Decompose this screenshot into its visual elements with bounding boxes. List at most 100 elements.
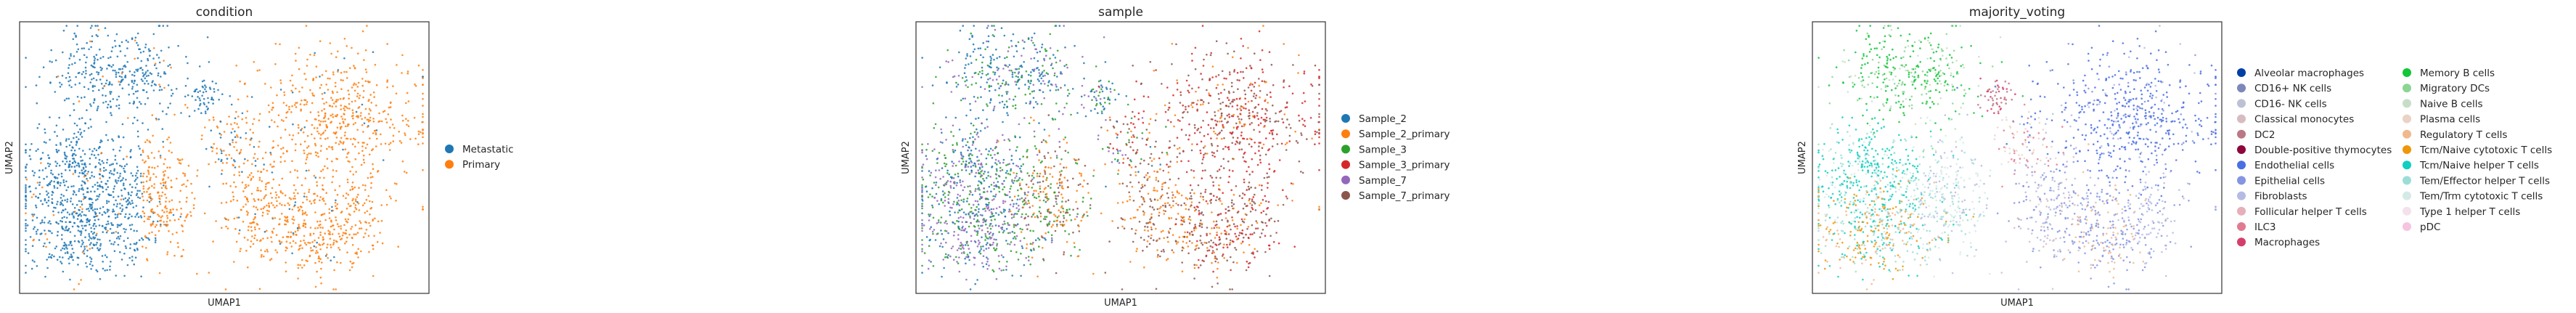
scatter-point xyxy=(159,198,161,200)
scatter-point xyxy=(1047,73,1050,76)
scatter-point xyxy=(1316,131,1318,134)
scatter-point xyxy=(237,115,240,118)
scatter-point xyxy=(73,109,75,111)
scatter-point xyxy=(1039,75,1041,78)
scatter-point xyxy=(241,181,244,184)
scatter-point xyxy=(147,218,149,220)
scatter-point xyxy=(221,162,224,164)
scatter-point xyxy=(929,228,931,230)
scatter-point xyxy=(1034,196,1036,199)
scatter-point xyxy=(300,143,302,145)
scatter-point xyxy=(1041,236,1043,238)
scatter-point xyxy=(76,25,78,27)
scatter-point xyxy=(113,232,115,234)
scatter-point xyxy=(1109,91,1112,93)
scatter-point xyxy=(340,211,343,214)
scatter-point xyxy=(56,150,58,153)
scatter-point xyxy=(25,190,27,192)
scatter-point xyxy=(121,179,123,182)
scatter-point xyxy=(166,214,168,217)
scatter-point xyxy=(957,84,960,86)
scatter-point xyxy=(1270,63,1273,66)
scatter-point xyxy=(335,131,338,134)
scatter-point xyxy=(150,176,152,179)
scatter-point xyxy=(144,103,147,105)
scatter-point xyxy=(322,227,324,229)
scatter-point xyxy=(1149,61,1152,63)
scatter-point xyxy=(1005,171,1007,174)
scatter-point xyxy=(294,52,297,55)
scatter-point xyxy=(105,228,107,231)
scatter-point xyxy=(322,198,324,200)
scatter-point xyxy=(949,255,952,258)
scatter-point xyxy=(218,98,221,101)
scatter-point xyxy=(112,163,114,165)
scatter-point xyxy=(933,148,936,150)
scatter-point xyxy=(1222,158,1225,160)
scatter-point xyxy=(1143,239,1145,241)
scatter-point xyxy=(159,203,162,206)
scatter-point xyxy=(120,166,123,168)
scatter-point xyxy=(367,235,370,237)
scatter-point xyxy=(1001,212,1003,214)
scatter-point xyxy=(330,225,332,228)
scatter-point xyxy=(1220,165,1222,168)
scatter-point xyxy=(348,102,351,105)
scatter-point xyxy=(100,181,103,183)
scatter-point xyxy=(340,78,343,81)
scatter-point xyxy=(146,175,148,178)
scatter-point xyxy=(358,209,361,211)
scatter-point xyxy=(99,243,102,245)
scatter-point xyxy=(367,126,369,128)
scatter-point xyxy=(356,95,359,97)
scatter-point xyxy=(1259,158,1262,161)
scatter-point xyxy=(25,243,27,246)
scatter-point xyxy=(1080,173,1083,175)
scatter-point xyxy=(978,208,980,211)
scatter-point xyxy=(975,230,978,233)
scatter-point xyxy=(1002,121,1004,123)
scatter-point xyxy=(1028,174,1031,177)
scatter-point xyxy=(1185,204,1187,206)
scatter-point xyxy=(266,182,269,184)
scatter-point xyxy=(237,98,240,101)
scatter-point xyxy=(336,126,339,129)
scatter-point xyxy=(1066,211,1069,214)
scatter-point xyxy=(1076,216,1078,218)
scatter-point xyxy=(152,223,154,226)
scatter-point xyxy=(137,145,140,147)
scatter-point xyxy=(1063,214,1065,217)
scatter-point xyxy=(264,83,266,85)
scatter-point xyxy=(1038,151,1041,153)
scatter-point xyxy=(1251,99,1253,102)
scatter-point xyxy=(388,106,391,109)
scatter-point xyxy=(317,257,320,260)
scatter-point xyxy=(304,99,307,102)
scatter-point xyxy=(81,240,83,242)
scatter-point xyxy=(153,64,156,67)
scatter-point xyxy=(41,169,44,171)
scatter-point xyxy=(84,196,87,198)
scatter-point xyxy=(177,218,180,221)
scatter-point xyxy=(166,253,168,256)
scatter-point xyxy=(1231,105,1234,107)
scatter-point xyxy=(151,184,153,187)
scatter-point xyxy=(961,221,963,224)
scatter-point xyxy=(978,189,981,191)
scatter-point xyxy=(1224,118,1226,120)
scatter-point xyxy=(407,120,409,122)
scatter-point xyxy=(81,224,83,227)
scatter-point xyxy=(1005,164,1007,166)
scatter-point xyxy=(254,216,256,219)
scatter-point xyxy=(1008,148,1011,151)
scatter-point xyxy=(306,195,308,198)
scatter-point xyxy=(1198,131,1201,134)
scatter-point xyxy=(271,102,274,105)
scatter-point xyxy=(336,193,339,196)
scatter-point xyxy=(117,179,119,182)
scatter-point xyxy=(1015,68,1018,70)
scatter-point xyxy=(982,245,984,248)
scatter-point xyxy=(921,250,923,253)
scatter-point xyxy=(59,81,61,84)
scatter-point xyxy=(994,162,997,164)
